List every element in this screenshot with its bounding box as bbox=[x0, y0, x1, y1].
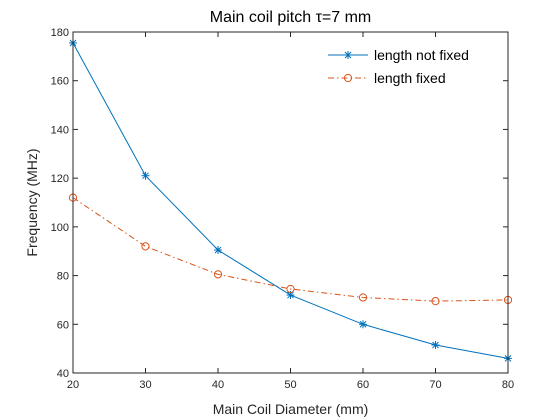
data-point-series-2 bbox=[141, 242, 150, 251]
x-tick-label: 60 bbox=[357, 379, 369, 391]
axes-layer: 20 30 40 50 60 70 80 40 60 80 100 120 140 160 180 bbox=[51, 27, 514, 391]
x-tick-label: 20 bbox=[67, 379, 79, 391]
y-tick-label: 60 bbox=[57, 319, 69, 331]
x-tick-label: 50 bbox=[284, 379, 296, 391]
legend-marker bbox=[343, 73, 353, 83]
data-point-series-2 bbox=[431, 297, 440, 306]
series-line-2 bbox=[72, 197, 509, 302]
data-point-series-2 bbox=[358, 293, 368, 302]
y-tick-label: 180 bbox=[51, 27, 69, 39]
plot-area bbox=[73, 32, 508, 373]
x-tick-label: 80 bbox=[502, 379, 514, 391]
legend-label: length fixed bbox=[374, 70, 446, 86]
x-axis-title: Main Coil Diameter (mm) bbox=[213, 401, 369, 417]
data-point-series-1 bbox=[431, 340, 440, 349]
y-axis-title: Frequency (MHz) bbox=[24, 148, 40, 256]
data-point-series-2 bbox=[286, 284, 295, 294]
legend-item: length fixed bbox=[328, 70, 446, 86]
data-point-series-2 bbox=[213, 270, 223, 279]
x-tick-label: 30 bbox=[139, 379, 151, 391]
data-point-series-1 bbox=[141, 171, 150, 180]
y-tick-label: 100 bbox=[51, 222, 69, 234]
series-layer bbox=[68, 38, 513, 363]
x-tick-label: 70 bbox=[429, 379, 441, 391]
legend-label: length not fixed bbox=[374, 47, 469, 63]
chart-title: Main coil pitch τ=7 mm bbox=[210, 9, 371, 26]
x-tick-label: 40 bbox=[212, 379, 224, 391]
legend-marker bbox=[344, 51, 352, 59]
data-point-series-1 bbox=[214, 245, 222, 254]
legend-item: length not fixed bbox=[328, 47, 469, 63]
y-tick-label: 120 bbox=[51, 173, 69, 185]
y-tick-label: 80 bbox=[57, 271, 69, 283]
legend: length not fixed length fixed bbox=[328, 47, 469, 86]
data-point-series-1 bbox=[359, 320, 367, 329]
y-tick-label: 40 bbox=[57, 368, 69, 380]
y-tick-label: 160 bbox=[51, 76, 69, 88]
y-tick-label: 140 bbox=[51, 124, 69, 136]
